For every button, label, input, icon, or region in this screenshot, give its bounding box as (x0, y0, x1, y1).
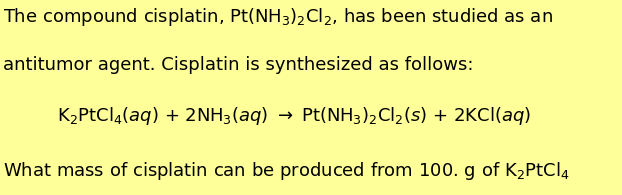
Text: The compound cisplatin, Pt(NH$_{3}$)$_{2}$Cl$_{2}$, has been studied as an: The compound cisplatin, Pt(NH$_{3}$)$_{2… (3, 6, 553, 28)
Text: What mass of cisplatin can be produced from 100. g of K$_{2}$PtCl$_{4}$: What mass of cisplatin can be produced f… (3, 160, 570, 182)
Text: K$_{2}$PtCl$_{4}$($\mathit{aq}$) + 2NH$_{3}$($\mathit{aq}$) $\rightarrow$ Pt(NH$: K$_{2}$PtCl$_{4}$($\mathit{aq}$) + 2NH$_… (40, 105, 531, 128)
Text: antitumor agent. Cisplatin is synthesized as follows:: antitumor agent. Cisplatin is synthesize… (3, 56, 473, 74)
